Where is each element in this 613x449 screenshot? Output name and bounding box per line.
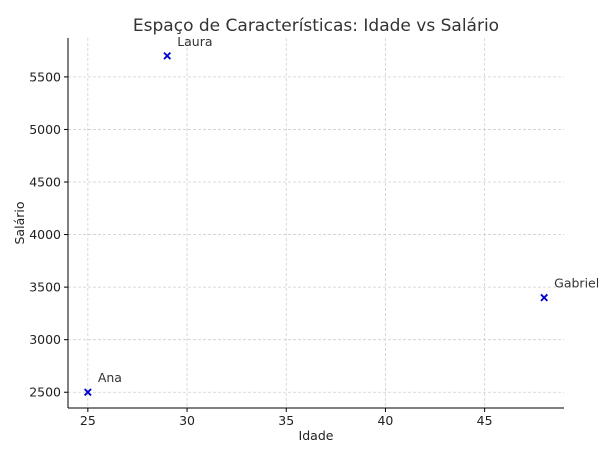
chart-title: Espaço de Características: Idade vs Salá…	[133, 16, 499, 36]
point-marker-stroke	[163, 52, 172, 60]
x-tick-label: 30	[179, 413, 195, 428]
point-marker-stroke	[540, 293, 548, 302]
data-point: Laura	[163, 34, 213, 60]
y-axis-label: Salário	[12, 202, 27, 245]
x-axis-label: Idade	[299, 428, 334, 443]
x-tick-label: 40	[377, 413, 393, 428]
y-tick-label: 4500	[29, 175, 61, 190]
point-label: Laura	[177, 34, 212, 49]
y-tick-label: 3000	[29, 332, 61, 347]
x-tick-label: 35	[278, 413, 294, 428]
data-point: Ana	[84, 370, 122, 397]
y-tick-label: 2500	[29, 385, 61, 400]
y-tick-label: 5000	[29, 122, 61, 137]
point-label: Ana	[98, 370, 122, 385]
y-tick-label: 3500	[29, 280, 61, 295]
axes	[67, 38, 564, 409]
grid	[68, 38, 564, 408]
data-points: Ana Laura Gabriel	[84, 34, 599, 397]
data-point: Gabriel	[540, 276, 599, 302]
x-tick-label: 25	[80, 413, 96, 428]
y-tick-label: 5500	[29, 69, 61, 84]
ticks: 25 30 35 40 45 2500 3000 3500 4000 4500 5000 5500	[29, 69, 492, 428]
y-tick-label: 4000	[29, 227, 61, 242]
point-label: Gabriel	[554, 276, 599, 291]
point-marker-stroke	[84, 388, 92, 397]
x-tick-label: 45	[477, 413, 493, 428]
